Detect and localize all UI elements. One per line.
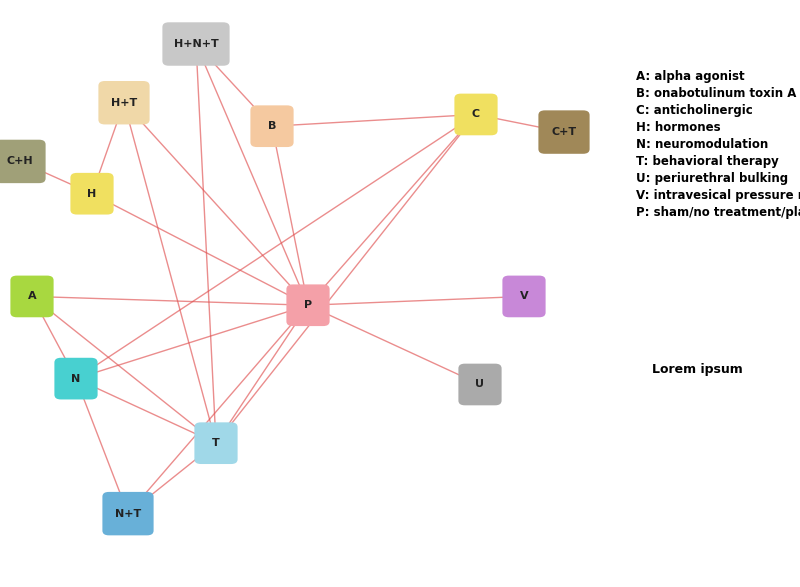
Text: H+T: H+T [111,97,137,108]
FancyBboxPatch shape [502,276,546,317]
FancyBboxPatch shape [0,140,46,183]
FancyBboxPatch shape [54,358,98,400]
FancyBboxPatch shape [538,110,590,154]
FancyBboxPatch shape [70,173,114,215]
Text: A: alpha agonist
B: onabotulinum toxin A
C: anticholinergic
H: hormones
N: neuro: A: alpha agonist B: onabotulinum toxin A… [636,70,800,220]
Text: N+T: N+T [115,508,141,519]
Text: C+H: C+H [6,156,34,167]
Text: P: P [304,300,312,311]
FancyBboxPatch shape [458,364,502,406]
Text: U: U [475,379,485,390]
Text: N: N [71,373,81,384]
Text: T: T [212,438,220,448]
FancyBboxPatch shape [286,285,330,326]
Text: Lorem ipsum: Lorem ipsum [652,363,742,376]
Text: V: V [520,291,528,302]
FancyBboxPatch shape [102,492,154,535]
FancyBboxPatch shape [194,423,238,464]
FancyBboxPatch shape [162,22,230,66]
FancyBboxPatch shape [10,276,54,317]
FancyBboxPatch shape [98,81,150,124]
Text: C: C [472,109,480,120]
Text: A: A [28,291,36,302]
Text: B: B [268,121,276,131]
Text: H+N+T: H+N+T [174,39,218,49]
Text: H: H [87,188,97,199]
FancyBboxPatch shape [454,93,498,136]
Text: C+T: C+T [551,127,577,137]
FancyBboxPatch shape [250,106,294,147]
